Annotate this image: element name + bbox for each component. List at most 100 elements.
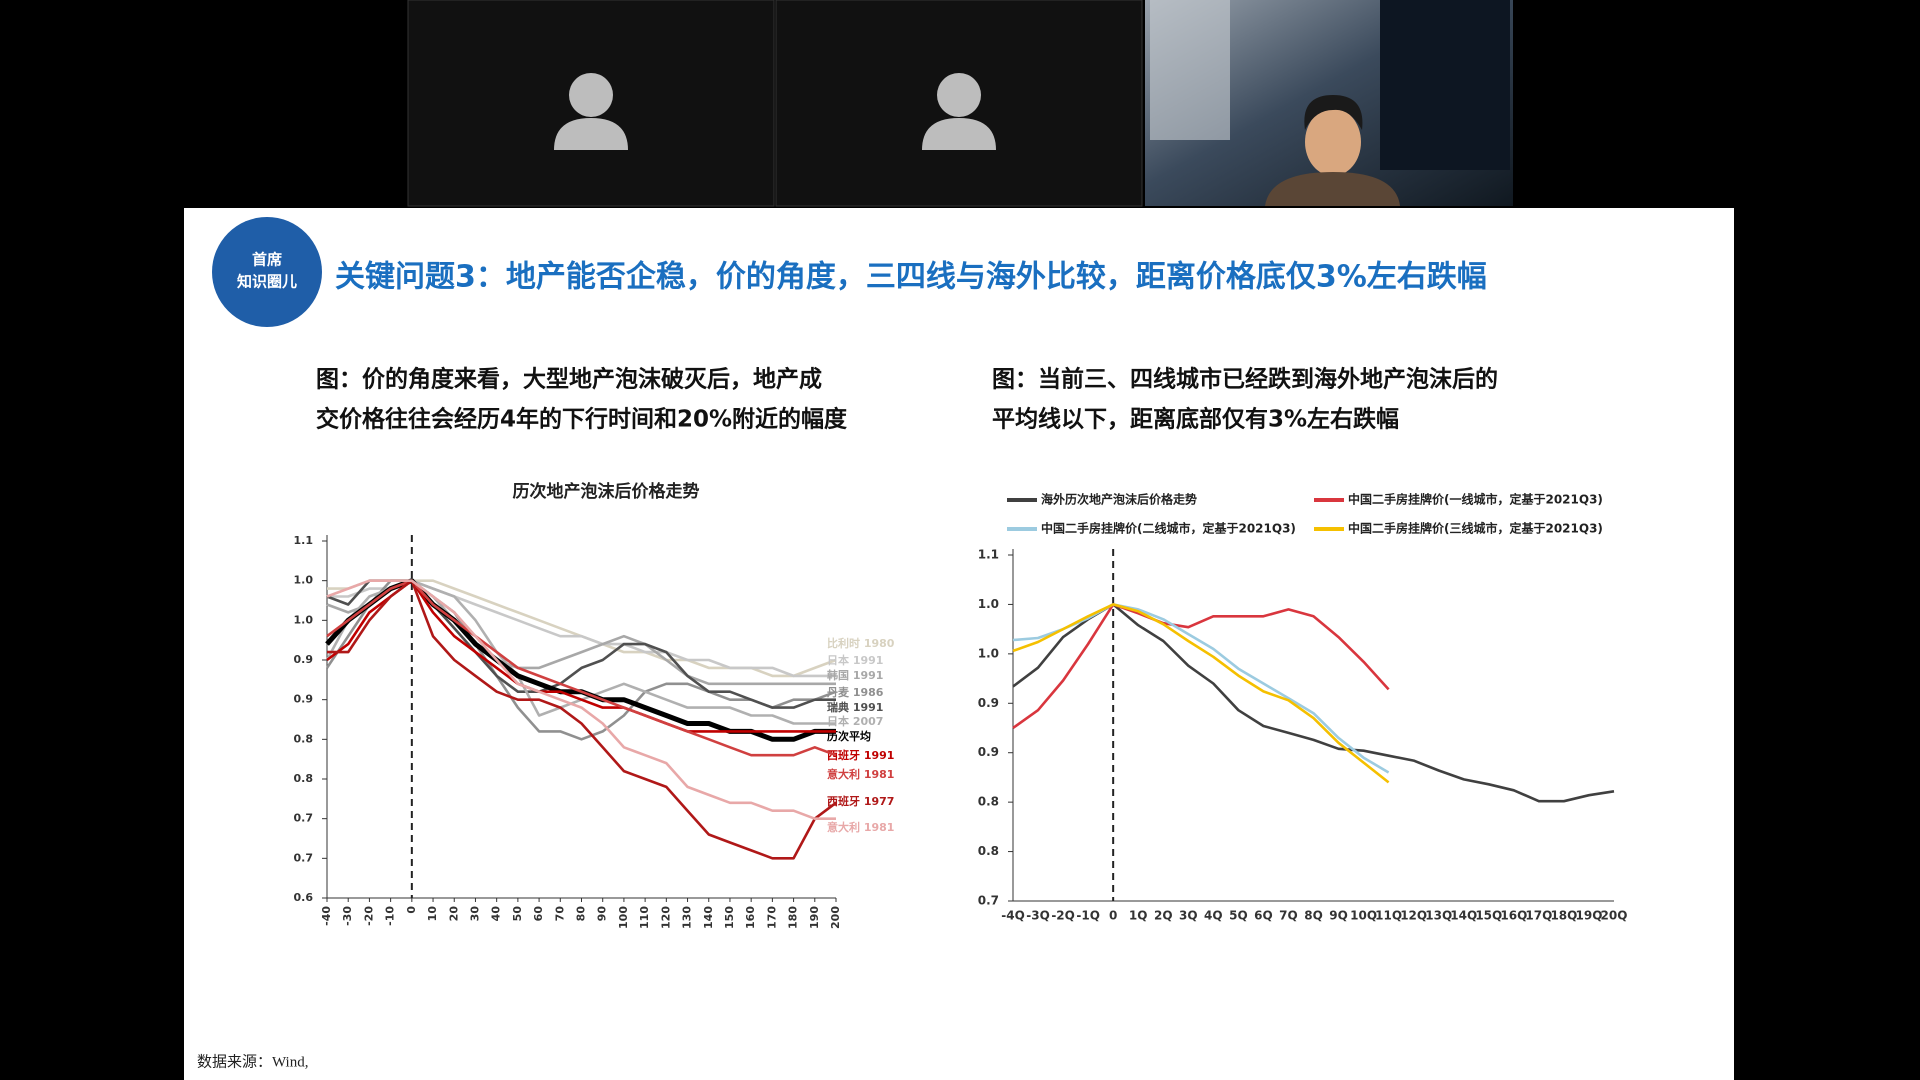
- x-tick-label: 4Q: [1204, 909, 1223, 923]
- y-tick-label: 0.9: [294, 693, 314, 706]
- x-tick-label: -20: [362, 906, 375, 926]
- x-tick-label: -4Q: [1001, 909, 1025, 923]
- source-note: 数据来源：Wind,: [197, 1053, 308, 1070]
- y-tick-label: 0.8: [294, 772, 314, 785]
- video-tile[interactable]: [407, 0, 775, 207]
- series-label: 西班牙 1977: [827, 794, 894, 808]
- camera-tile[interactable]: [1145, 0, 1513, 206]
- slide: [184, 208, 1734, 1080]
- y-tick-label: 1.0: [978, 597, 999, 611]
- x-tick-label: 0: [1109, 909, 1117, 923]
- series-line: [326, 579, 836, 820]
- y-tick-label: 0.7: [294, 851, 314, 864]
- y-tick-label: 0.7: [978, 894, 999, 908]
- x-tick-label: 14Q: [1450, 909, 1477, 923]
- shoulders: [1265, 172, 1400, 206]
- x-tick-label: -10: [384, 906, 397, 926]
- x-tick-label: 180: [787, 906, 800, 929]
- series-line: [1012, 603, 1390, 730]
- x-tick-label: 2Q: [1154, 909, 1173, 923]
- x-tick-label: 150: [723, 906, 736, 929]
- x-tick-label: -1Q: [1076, 909, 1100, 923]
- series-label: 丹麦 1986: [827, 685, 884, 699]
- x-tick-label: 15Q: [1475, 909, 1502, 923]
- series-label: 瑞典 1991: [827, 700, 883, 714]
- x-tick-label: 160: [744, 906, 757, 929]
- x-tick-label: 140: [702, 906, 715, 929]
- x-tick-label: 10Q: [1350, 909, 1377, 923]
- caption: 平均线以下，距离底部仅有3%左右跌幅: [992, 406, 1399, 433]
- y-tick-label: 0.9: [294, 653, 314, 666]
- series-label: 西班牙 1991: [827, 748, 894, 762]
- x-tick-label: 10: [426, 906, 439, 922]
- x-tick-label: 7Q: [1279, 909, 1298, 923]
- slide-title: 关键问题3：地产能否企稳，价的角度，三四线与海外比较，距离价格底仅3%左右跌幅: [335, 260, 1487, 295]
- x-tick-label: 13Q: [1425, 909, 1452, 923]
- x-tick-label: -3Q: [1026, 909, 1050, 923]
- series-label: 历次平均: [827, 729, 871, 743]
- x-tick-label: 16Q: [1500, 909, 1527, 923]
- x-tick-label: 6Q: [1254, 909, 1273, 923]
- series-label: 比利时 1980: [827, 636, 895, 650]
- x-tick-label: 110: [638, 906, 651, 929]
- y-tick-label: 0.8: [978, 844, 999, 858]
- x-tick-label: 0: [405, 906, 418, 914]
- x-tick-label: 120: [659, 906, 672, 929]
- x-tick-label: 3Q: [1179, 909, 1198, 923]
- series-label: 韩国 1991: [827, 668, 883, 682]
- y-tick-label: 0.9: [978, 745, 999, 759]
- x-tick-label: 50: [511, 906, 524, 922]
- x-tick-label: 80: [575, 906, 588, 922]
- logo-text: 首席: [252, 251, 282, 269]
- logo-text: 知识圈儿: [237, 273, 297, 291]
- avatar-head: [569, 73, 613, 117]
- caption: 图：当前三、四线城市已经跌到海外地产泡沫后的: [992, 366, 1498, 393]
- x-tick-label: 70: [553, 906, 566, 922]
- x-tick-label: 5Q: [1229, 909, 1248, 923]
- x-tick-label: 20: [447, 906, 460, 922]
- x-tick-label: 19Q: [1576, 909, 1603, 923]
- y-tick-label: 1.0: [978, 646, 999, 660]
- x-tick-label: 1Q: [1129, 909, 1148, 923]
- x-tick-label: 18Q: [1550, 909, 1577, 923]
- video-tile[interactable]: [775, 0, 1143, 207]
- x-tick-label: 11Q: [1375, 909, 1402, 923]
- avatar-body: [554, 118, 628, 150]
- hair: [1304, 95, 1363, 130]
- y-tick-label: 0.6: [294, 891, 314, 904]
- window: [1150, 0, 1230, 140]
- caption: 图：价的角度来看，大型地产泡沫破灭后，地产成: [316, 366, 822, 393]
- x-tick-label: 190: [808, 906, 821, 929]
- x-tick-label: 200: [829, 906, 842, 929]
- x-tick-label: -2Q: [1051, 909, 1075, 923]
- series-label: 日本 2007: [827, 714, 883, 728]
- y-tick-label: 0.8: [294, 732, 314, 745]
- window-night: [1380, 0, 1510, 170]
- x-tick-label: -30: [341, 906, 354, 926]
- logo: [212, 217, 322, 327]
- x-tick-label: 40: [490, 906, 503, 922]
- x-tick-label: 8Q: [1304, 909, 1323, 923]
- y-tick-label: 0.7: [294, 812, 314, 825]
- legend-label: 中国二手房挂牌价(三线城市，定基于2021Q3): [1348, 521, 1603, 536]
- x-tick-label: 9Q: [1329, 909, 1348, 923]
- y-tick-label: 0.9: [978, 696, 999, 710]
- y-tick-label: 1.0: [294, 613, 314, 626]
- series-line: [1012, 603, 1390, 784]
- x-tick-label: -40: [320, 906, 333, 926]
- series-label: 日本 1991: [827, 653, 883, 667]
- series-label: 意大利 1981: [827, 820, 894, 834]
- avatar-body: [922, 118, 996, 150]
- avatar-head: [937, 73, 981, 117]
- x-tick-label: 130: [681, 906, 694, 929]
- x-tick-label: 90: [596, 906, 609, 922]
- y-tick-label: 0.8: [978, 795, 999, 809]
- x-tick-label: 170: [765, 906, 778, 929]
- x-tick-label: 17Q: [1525, 909, 1552, 923]
- x-tick-label: 20Q: [1601, 909, 1628, 923]
- caption: 交价格往往会经历4年的下行时间和20%附近的幅度: [316, 406, 848, 433]
- face: [1305, 108, 1361, 176]
- y-tick-label: 1.0: [294, 574, 314, 587]
